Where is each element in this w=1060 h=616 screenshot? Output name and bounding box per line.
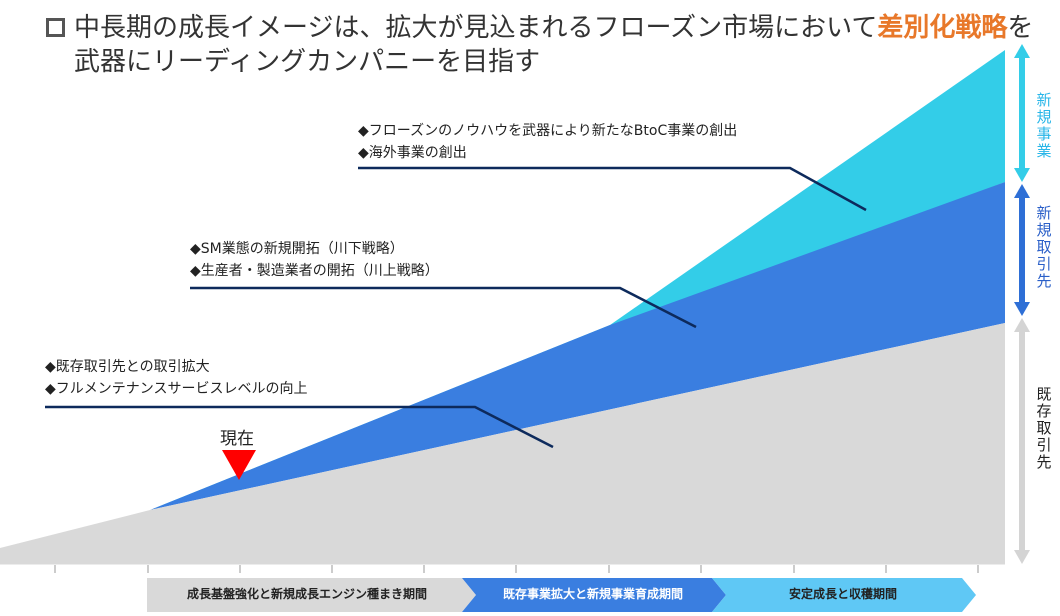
leader-line-top: [358, 166, 867, 212]
phase-2-bar: [462, 578, 726, 612]
area-existing-clients: [0, 323, 1005, 565]
leader-line-middle: [190, 286, 697, 329]
note-top: ◆フローズンのノウハウを武器により新たなBtoC事業の創出 ◆海外事業の創出: [358, 120, 737, 164]
now-marker-icon: [222, 450, 256, 480]
phase-1-bar: [147, 578, 476, 612]
title-line-1: 中長期の成長イメージは、拡大が見込まれるフローズン市場において差別化戦略を: [74, 10, 1033, 46]
arrow-existing-clients-icon: [1014, 318, 1030, 564]
now-label: 現在: [220, 429, 254, 449]
phase-2-label: 既存事業拡大と新規事業育成期間: [502, 587, 683, 601]
side-label-existing-clients: 既存取引先: [1036, 385, 1052, 471]
title-square-icon: [46, 18, 65, 37]
title-line-1-suffix: を: [1007, 13, 1034, 43]
leader-line-bottom: [45, 405, 554, 449]
note-top-line-2: ◆海外事業の創出: [358, 145, 467, 161]
timeline-ticks: [54, 565, 979, 573]
note-bottom: ◆既存取引先との取引拡大 ◆フルメンテナンスサービスレベルの向上: [45, 356, 308, 400]
phase-3-label: 安定成長と収穫期間: [788, 587, 897, 601]
note-bottom-line-2: ◆フルメンテナンスサービスレベルの向上: [45, 381, 308, 397]
arrow-new-clients-icon: [1014, 184, 1030, 316]
note-top-line-1: ◆フローズンのノウハウを武器により新たなBtoC事業の創出: [358, 123, 738, 139]
title-line-2: 武器にリーディングカンパニーを目指す: [74, 47, 541, 77]
phase-1-label: 成長基盤強化と新規成長エンジン種まき期間: [186, 587, 427, 601]
note-middle: ◆SM業態の新規開拓（川下戦略） ◆生産者・製造業者の開拓（川上戦略）: [190, 238, 439, 282]
side-label-new-business: 新規事業: [1036, 91, 1052, 160]
title-highlight: 差別化戦略: [877, 13, 1008, 43]
title-line-1-prefix: 中長期の成長イメージは、拡大が見込まれるフローズン市場において: [74, 13, 878, 43]
arrow-new-business-icon: [1014, 44, 1030, 182]
side-label-new-clients: 新規取引先: [1036, 204, 1052, 290]
note-bottom-line-1: ◆既存取引先との取引拡大: [45, 359, 210, 375]
note-middle-line-1: ◆SM業態の新規開拓（川下戦略）: [190, 241, 404, 257]
area-new-clients: [150, 182, 1005, 510]
phase-3-bar: [712, 578, 976, 612]
note-middle-line-2: ◆生産者・製造業者の開拓（川上戦略）: [190, 263, 439, 279]
